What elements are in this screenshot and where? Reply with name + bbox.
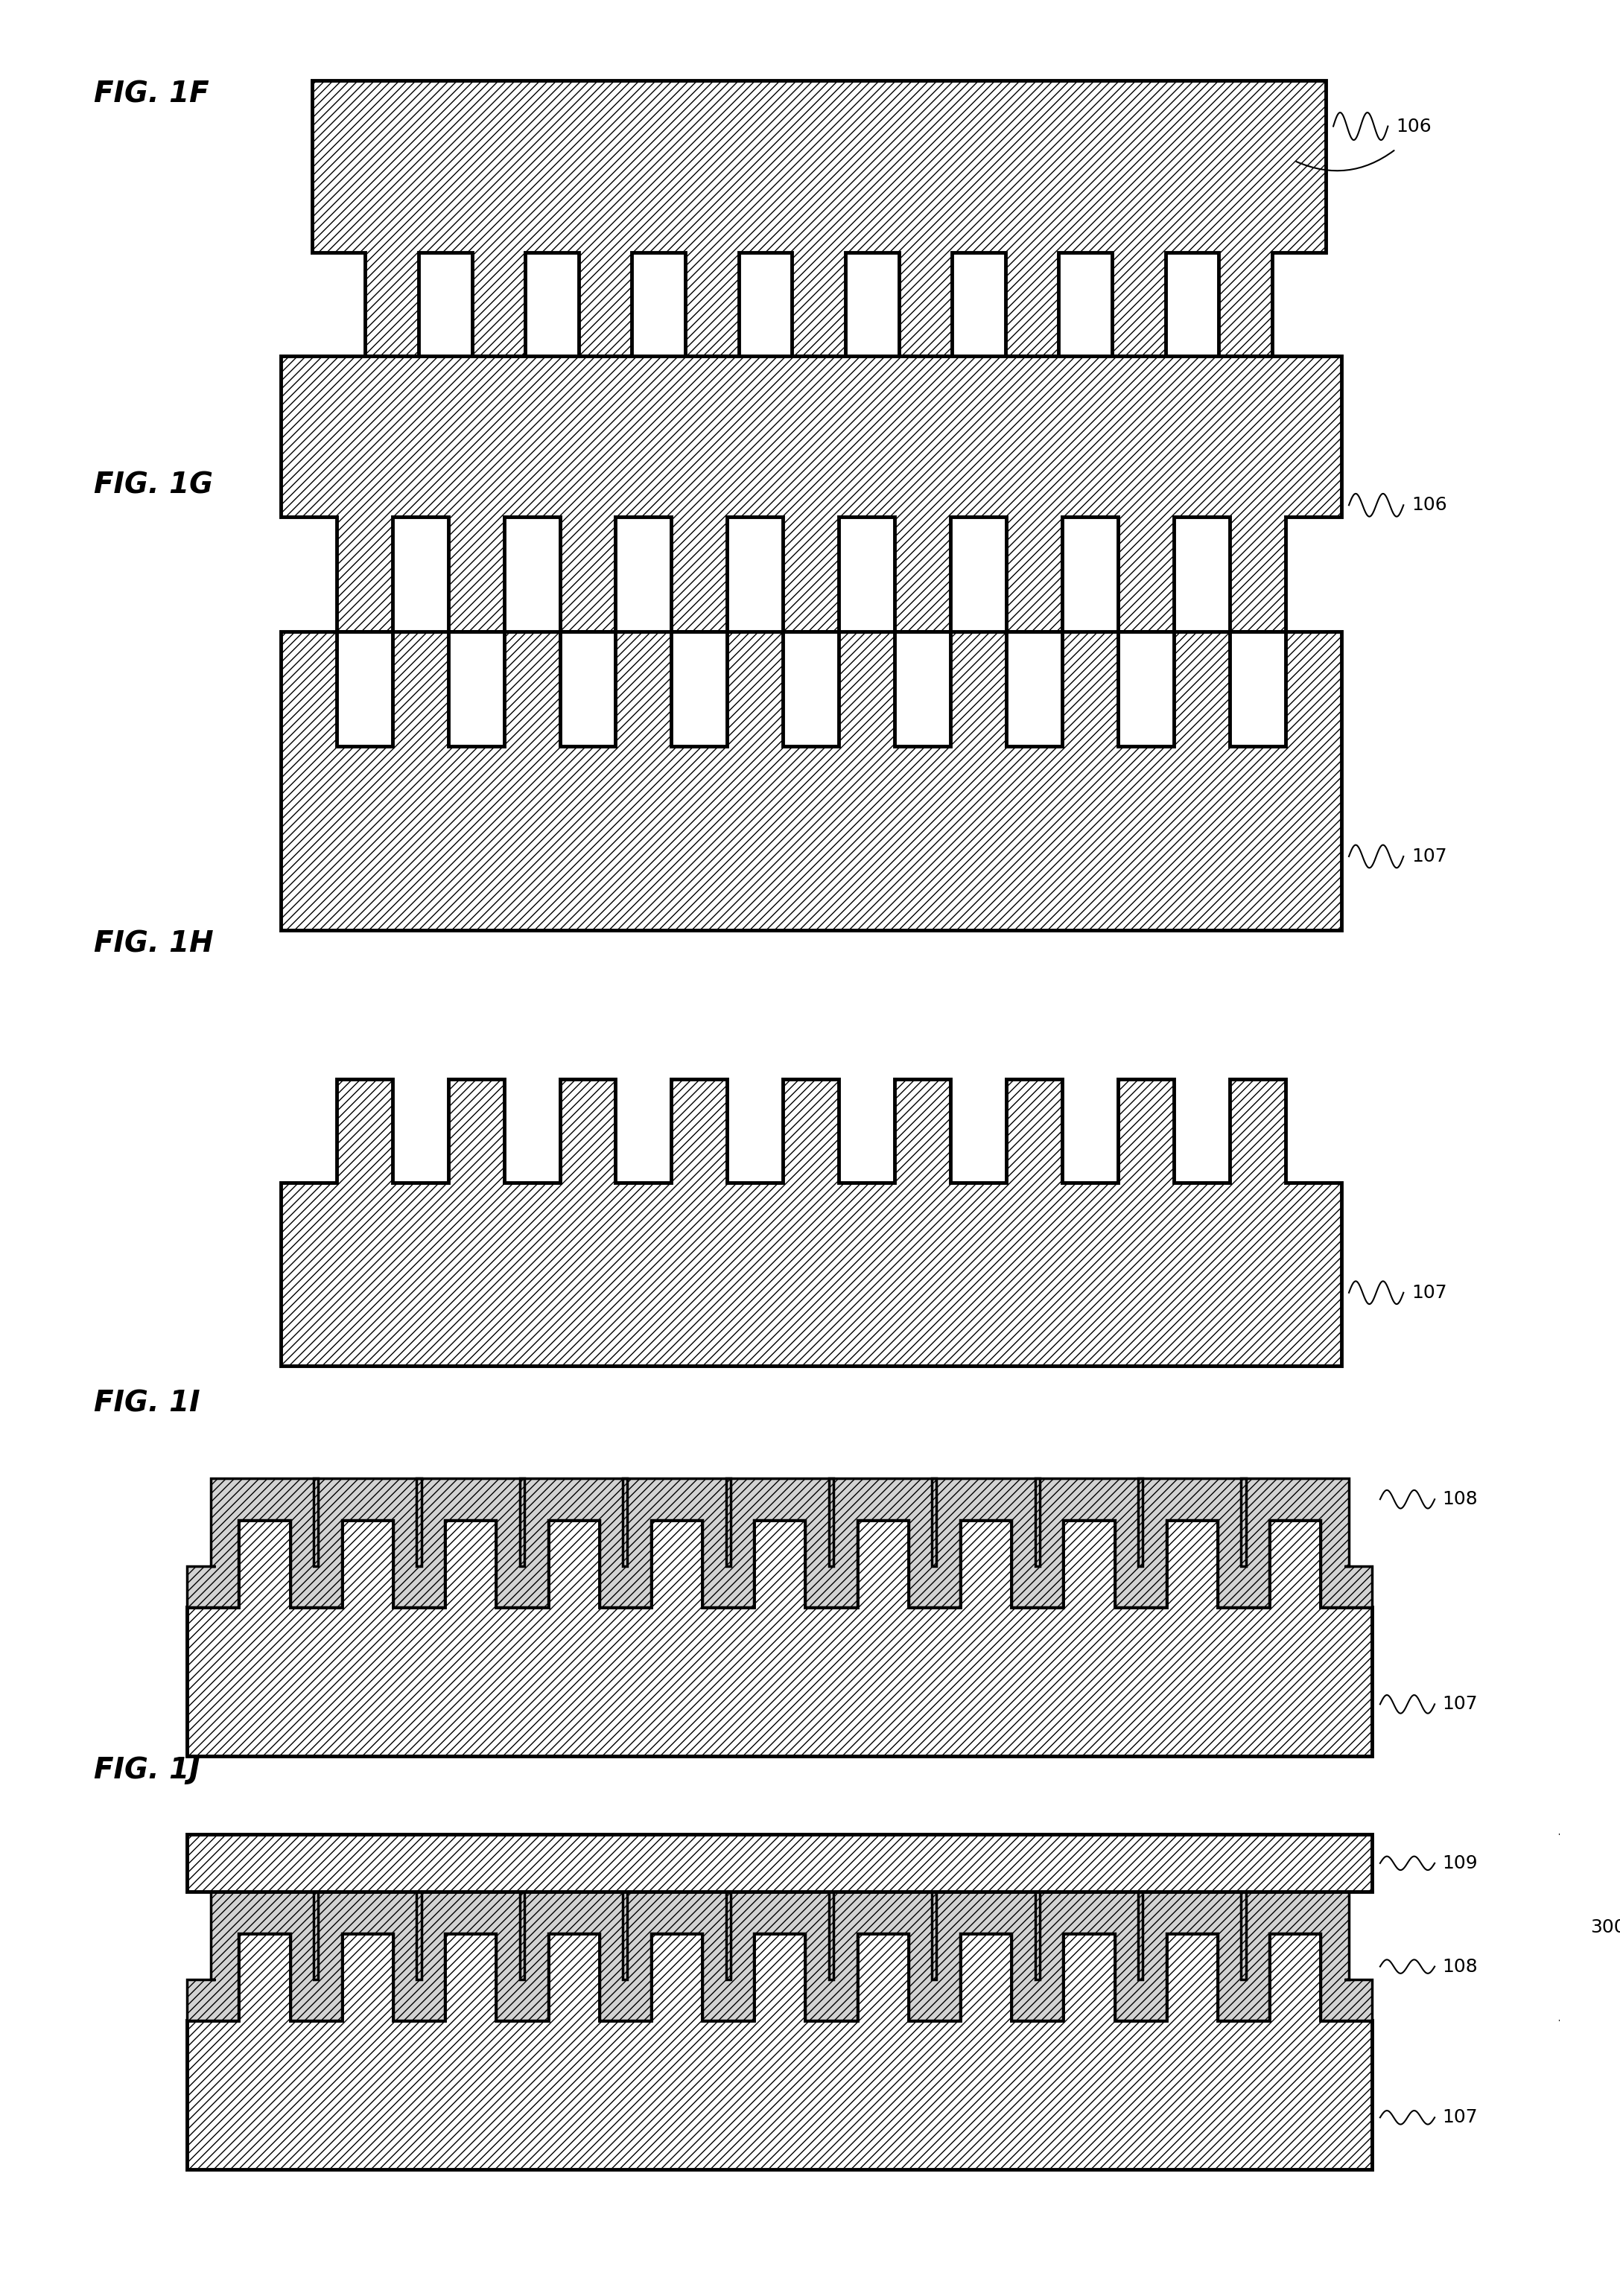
Bar <box>782 631 839 746</box>
Text: 106: 106 <box>1396 117 1430 135</box>
Text: FIG. 1J: FIG. 1J <box>94 1756 199 1784</box>
Bar <box>449 631 504 746</box>
Polygon shape <box>313 80 1325 356</box>
Bar <box>188 1835 1372 1892</box>
Text: 107: 107 <box>1442 1694 1477 1713</box>
Polygon shape <box>280 356 1341 631</box>
Polygon shape <box>188 1933 1372 2170</box>
Text: 107: 107 <box>1411 847 1447 866</box>
Text: FIG. 1G: FIG. 1G <box>94 471 212 498</box>
Text: 108: 108 <box>1442 1958 1477 1975</box>
Bar <box>280 631 1341 930</box>
Bar <box>561 631 616 746</box>
Bar <box>894 631 951 746</box>
Bar <box>1006 631 1063 746</box>
Polygon shape <box>188 1479 1372 1607</box>
Text: FIG. 1F: FIG. 1F <box>94 80 209 108</box>
Text: 107: 107 <box>1411 1283 1447 1302</box>
Text: FIG. 1I: FIG. 1I <box>94 1389 199 1417</box>
Bar <box>1230 631 1285 746</box>
Bar <box>1118 631 1173 746</box>
Polygon shape <box>188 1520 1372 1756</box>
Polygon shape <box>188 1892 1372 2020</box>
Text: 107: 107 <box>1442 2108 1477 2126</box>
Bar <box>671 631 727 746</box>
Text: 106: 106 <box>1411 496 1447 514</box>
Text: 109: 109 <box>1442 1855 1477 1871</box>
Text: 300: 300 <box>1591 1919 1620 1936</box>
Text: 108: 108 <box>1442 1490 1477 1508</box>
Text: FIG. 1H: FIG. 1H <box>94 930 214 957</box>
Bar <box>337 631 392 746</box>
Polygon shape <box>280 1079 1341 1366</box>
